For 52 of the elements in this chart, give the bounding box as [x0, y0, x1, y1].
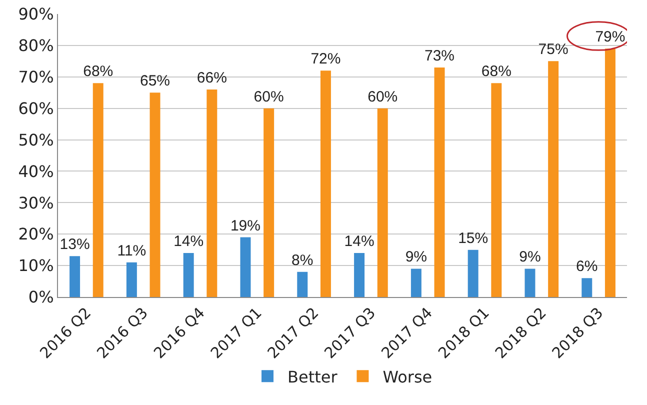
y-tick-label: 40%	[18, 162, 54, 181]
y-tick-label: 20%	[18, 224, 54, 244]
y-tick-label: 10%	[18, 256, 54, 276]
data-label: 8%	[292, 252, 314, 269]
data-label: 13%	[60, 236, 90, 254]
legend-label: Better	[288, 367, 338, 386]
y-tick-label: 0%	[28, 288, 54, 307]
bar	[410, 268, 422, 297]
data-label: 6%	[576, 258, 598, 276]
bar	[150, 92, 160, 297]
data-label: 68%	[83, 63, 114, 80]
y-tick-label: 30%	[18, 193, 54, 212]
data-label: 68%	[481, 63, 512, 80]
data-label: 72%	[310, 50, 341, 68]
data-label: 14%	[344, 232, 374, 250]
bar	[354, 252, 365, 297]
y-tick-label: 50%	[18, 130, 54, 150]
bar	[183, 252, 194, 297]
bar	[524, 268, 536, 297]
data-label: 75%	[538, 41, 568, 58]
bar	[206, 89, 218, 297]
bar	[264, 108, 274, 297]
bar	[320, 70, 331, 297]
bar	[491, 83, 502, 297]
data-label: 19%	[230, 217, 260, 234]
y-tick-label: 90%	[18, 4, 54, 24]
data-label: 15%	[458, 230, 488, 247]
y-tick-label: 70%	[18, 67, 54, 86]
data-label: 9%	[405, 248, 428, 266]
bar	[582, 278, 592, 297]
data-label: 66%	[196, 69, 227, 86]
data-label: 65%	[140, 72, 170, 90]
data-label: 60%	[254, 88, 284, 106]
bar	[70, 256, 80, 297]
data-label: 60%	[368, 88, 398, 106]
data-label: 11%	[117, 242, 146, 260]
y-tick-label: 80%	[18, 36, 54, 56]
data-label: 14%	[174, 232, 204, 250]
legend-label: Worse	[382, 367, 432, 386]
bar	[434, 67, 445, 297]
bar	[377, 108, 388, 297]
bar	[126, 262, 137, 297]
bar	[240, 237, 251, 297]
y-tick-label: 60%	[18, 98, 54, 118]
bar	[604, 48, 616, 297]
bar	[548, 61, 559, 297]
bar	[297, 272, 308, 297]
data-label: 73%	[424, 47, 455, 64]
bar	[92, 83, 104, 297]
bar	[468, 250, 478, 297]
data-label: 79%	[595, 28, 626, 46]
data-label: 9%	[519, 248, 541, 266]
